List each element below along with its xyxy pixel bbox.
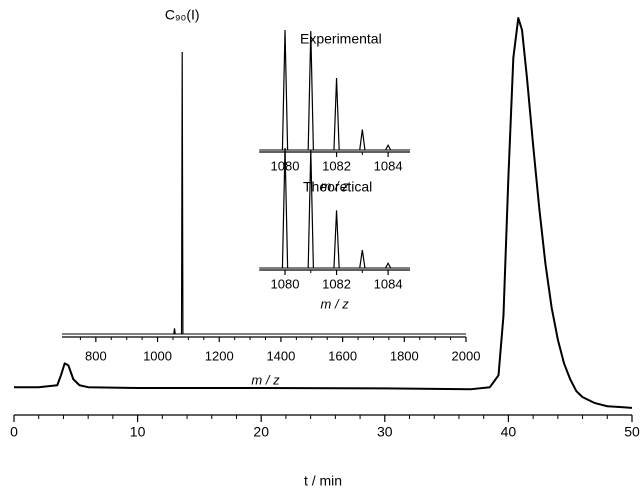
peak — [281, 29, 289, 151]
x-tick-label: 1000 — [143, 348, 172, 363]
peak — [173, 328, 176, 335]
peak — [359, 249, 366, 269]
x-tick-label: 1082 — [322, 158, 351, 173]
x-tick-label: 1800 — [390, 348, 419, 363]
peak — [384, 143, 392, 151]
x-tick-label: 1200 — [205, 348, 234, 363]
x-tick-label: 1084 — [374, 158, 403, 173]
peak — [307, 31, 314, 151]
x-axis-label: m / z — [321, 296, 350, 311]
x-tick-label: 0 — [10, 424, 18, 440]
x-axis-label: m / z — [251, 372, 280, 387]
inset-title: Experimental — [300, 31, 382, 47]
x-tick-label: 10 — [130, 424, 146, 440]
x-tick-label: 40 — [501, 424, 517, 440]
data-line — [14, 17, 633, 409]
peak — [307, 150, 314, 269]
peak — [333, 210, 340, 269]
x-tick-label: 30 — [377, 424, 393, 440]
x-tick-label: 50 — [624, 424, 640, 440]
x-tick-label: 800 — [85, 348, 107, 363]
peak — [384, 261, 392, 269]
peak — [281, 147, 289, 269]
x-tick-label: 1600 — [328, 348, 357, 363]
x-tick-label: 20 — [253, 424, 269, 440]
x-tick-label: 2000 — [452, 348, 481, 363]
peak — [359, 129, 366, 151]
peak — [180, 51, 184, 335]
x-axis-label: m / z — [321, 178, 350, 193]
x-tick-label: 1084 — [374, 276, 403, 291]
peak — [333, 77, 340, 151]
x-tick-label: 1082 — [322, 276, 351, 291]
inset-title: Theoretical — [303, 179, 372, 195]
x-axis-label: t / min — [304, 473, 342, 489]
x-tick-label: 1400 — [266, 348, 295, 363]
peak-annotation: C₉₀(I) — [165, 7, 200, 23]
x-tick-label: 1080 — [271, 276, 300, 291]
